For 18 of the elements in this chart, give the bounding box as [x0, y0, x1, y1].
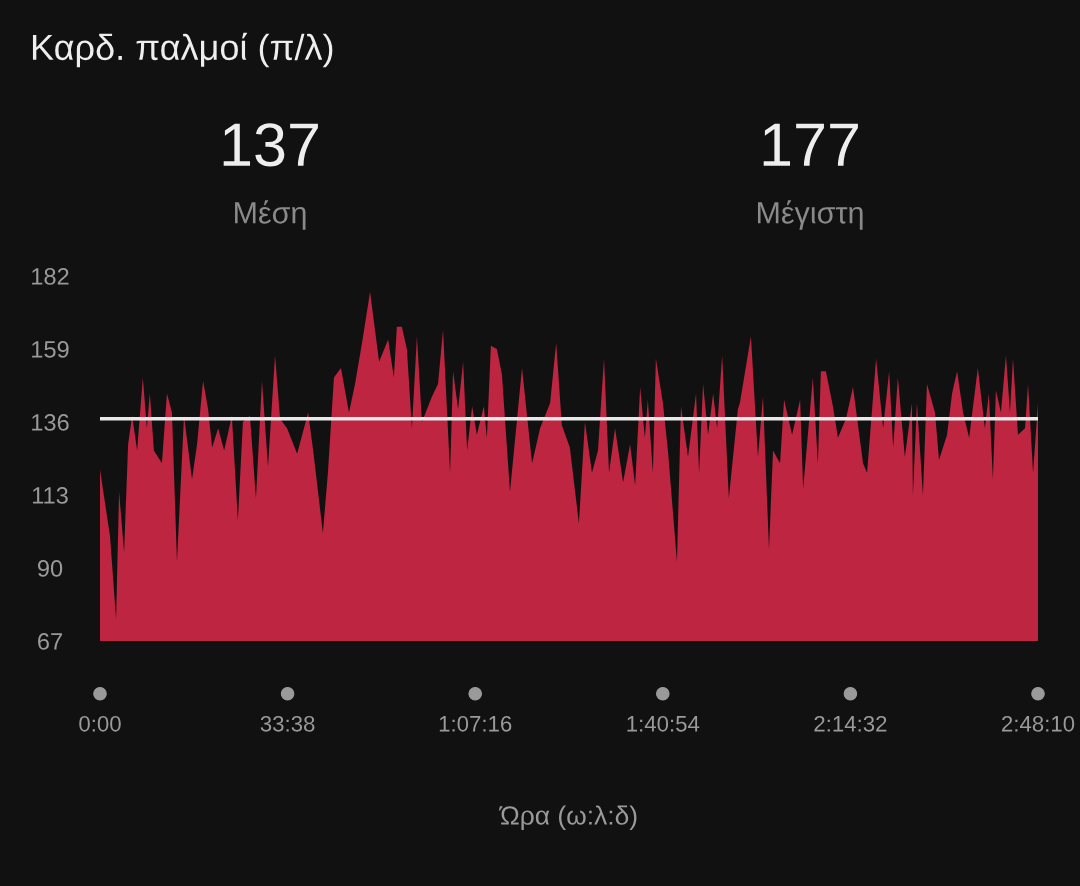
y-tick-label: 67: [38, 633, 62, 650]
chart-title: Καρδ. παλμοί (π/λ): [32, 32, 333, 68]
y-tick-label: 113: [32, 487, 68, 504]
y-tick-label: 159: [32, 341, 69, 358]
text: 177: [763, 123, 858, 166]
x-axis-title: Ώρα (ω:λ:δ): [499, 805, 637, 831]
x-tick-label: 0:00: [79, 715, 121, 732]
x-tick-label: 1:40:54: [627, 715, 700, 732]
x-tick-label: 1:07:16: [439, 715, 512, 732]
y-tick-label: 136: [32, 414, 69, 431]
text: Μέγιστη: [757, 200, 863, 230]
y-tick-label: 182: [32, 268, 69, 285]
y-tick-label: 90: [37, 560, 63, 577]
text: 137: [223, 123, 318, 167]
x-tick-label: 2:48:10: [1002, 715, 1075, 732]
x-tick-label: 2:14:32: [814, 715, 887, 732]
text: Μέση: [235, 200, 306, 230]
x-tick-label: 33:38: [260, 715, 315, 732]
